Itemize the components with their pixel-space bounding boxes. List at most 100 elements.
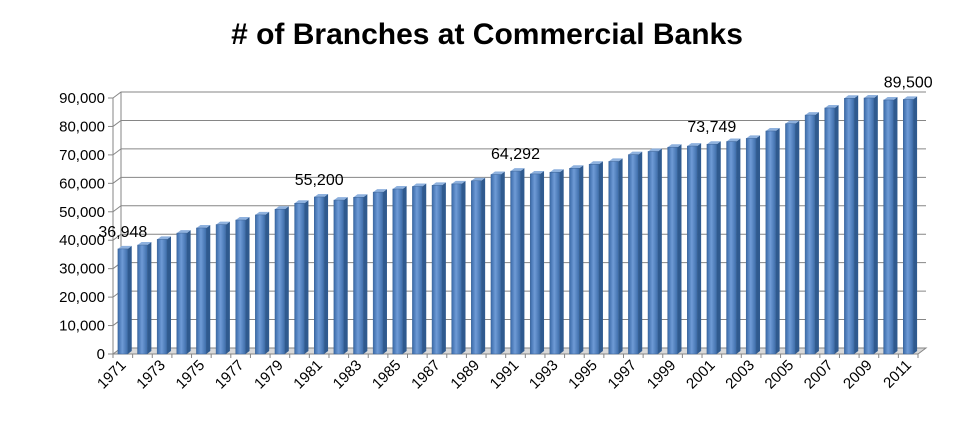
bar-side bbox=[245, 217, 250, 354]
bar bbox=[471, 180, 482, 355]
bar-side bbox=[422, 183, 427, 354]
bar-top bbox=[510, 168, 525, 172]
bar-side bbox=[814, 112, 819, 354]
x-tick-label: 1987 bbox=[408, 357, 444, 393]
bar bbox=[353, 197, 364, 355]
bar-top bbox=[864, 95, 878, 98]
y-tick-label: 70,000 bbox=[59, 147, 105, 164]
bar bbox=[863, 97, 875, 355]
y-tick-label: 80,000 bbox=[59, 118, 105, 135]
bar bbox=[510, 170, 521, 355]
bar-top bbox=[471, 177, 486, 181]
bar-side bbox=[402, 186, 407, 354]
bar bbox=[314, 196, 325, 355]
x-tick-label: 2009 bbox=[840, 357, 876, 393]
bar-top bbox=[137, 242, 152, 246]
data-label: 89,500 bbox=[884, 74, 933, 91]
bar-top bbox=[255, 211, 270, 215]
bar-side bbox=[363, 194, 368, 354]
bar-top bbox=[333, 197, 348, 201]
x-tick-label: 1977 bbox=[212, 357, 248, 393]
bar-top bbox=[667, 144, 682, 148]
x-tick-label: 1999 bbox=[644, 357, 680, 393]
bar bbox=[549, 171, 560, 355]
x-tick-label: 1997 bbox=[605, 357, 641, 393]
data-label: 55,200 bbox=[295, 172, 344, 189]
bar bbox=[117, 248, 128, 355]
bar-top bbox=[196, 224, 211, 228]
bar-top bbox=[824, 104, 839, 108]
bar-side bbox=[147, 242, 152, 354]
bar bbox=[235, 219, 246, 355]
bar bbox=[156, 239, 168, 355]
bar-side bbox=[186, 230, 191, 354]
bar bbox=[765, 130, 776, 355]
y-tick-label: 40,000 bbox=[59, 232, 105, 249]
x-tick-label: 1979 bbox=[251, 357, 287, 393]
bar bbox=[687, 145, 698, 355]
bar-side bbox=[854, 95, 859, 354]
bar bbox=[137, 244, 148, 355]
bar-side bbox=[382, 189, 387, 354]
bar bbox=[608, 161, 619, 355]
bar-top bbox=[490, 171, 505, 175]
bar-top bbox=[589, 161, 603, 165]
bar bbox=[726, 141, 737, 355]
bar-side bbox=[343, 197, 348, 354]
x-tick-label: 2003 bbox=[722, 357, 758, 393]
bar-top bbox=[687, 143, 702, 147]
x-tick-label: 1983 bbox=[330, 357, 366, 393]
bar bbox=[647, 151, 659, 355]
bar bbox=[588, 164, 600, 355]
x-tick-label: 1981 bbox=[290, 357, 326, 393]
bar-side bbox=[579, 165, 584, 354]
bar-top bbox=[549, 169, 564, 173]
bar bbox=[804, 114, 816, 355]
y-tick-label: 20,000 bbox=[59, 289, 105, 306]
data-label: 36,948 bbox=[98, 224, 147, 241]
bar bbox=[667, 146, 678, 355]
bar-top bbox=[648, 148, 662, 152]
bar-side bbox=[206, 224, 211, 354]
bar bbox=[196, 227, 207, 355]
bar-side bbox=[559, 169, 564, 354]
bar bbox=[255, 214, 266, 355]
bar-top bbox=[235, 217, 250, 221]
bar-top bbox=[726, 138, 741, 142]
bar-side bbox=[697, 143, 702, 354]
data-label: 73,749 bbox=[687, 119, 736, 136]
bar bbox=[274, 208, 286, 355]
x-tick-label: 2005 bbox=[762, 357, 798, 393]
bar-side bbox=[893, 96, 898, 354]
bar-top bbox=[373, 189, 387, 193]
bar-top bbox=[608, 158, 623, 162]
y-tick-label: 10,000 bbox=[59, 318, 105, 335]
bar-side bbox=[775, 127, 780, 355]
bar-top bbox=[628, 151, 643, 155]
bar bbox=[451, 183, 462, 355]
bar bbox=[569, 168, 580, 355]
bar bbox=[333, 199, 344, 355]
bar-top bbox=[844, 95, 859, 99]
x-tick-label: 1991 bbox=[487, 357, 523, 393]
bar-side bbox=[834, 104, 839, 354]
bar-side bbox=[225, 221, 230, 354]
bar-top bbox=[746, 135, 761, 139]
x-tick-label: 1993 bbox=[526, 357, 562, 393]
bar-top bbox=[353, 194, 368, 198]
y-tick-label: 90,000 bbox=[59, 90, 105, 107]
bar bbox=[392, 188, 403, 355]
bar-side bbox=[500, 171, 505, 354]
x-tick-label: 2011 bbox=[880, 357, 915, 392]
bar-top bbox=[903, 96, 918, 100]
bar-side bbox=[873, 95, 878, 354]
y-tick-label: 60,000 bbox=[59, 175, 105, 192]
chart-title: # of Branches at Commercial Banks bbox=[231, 18, 743, 51]
bar bbox=[529, 173, 541, 355]
bar-side bbox=[284, 206, 289, 354]
bar bbox=[824, 107, 835, 355]
bar bbox=[903, 99, 914, 355]
bar bbox=[706, 143, 717, 355]
bar-top bbox=[451, 180, 466, 184]
